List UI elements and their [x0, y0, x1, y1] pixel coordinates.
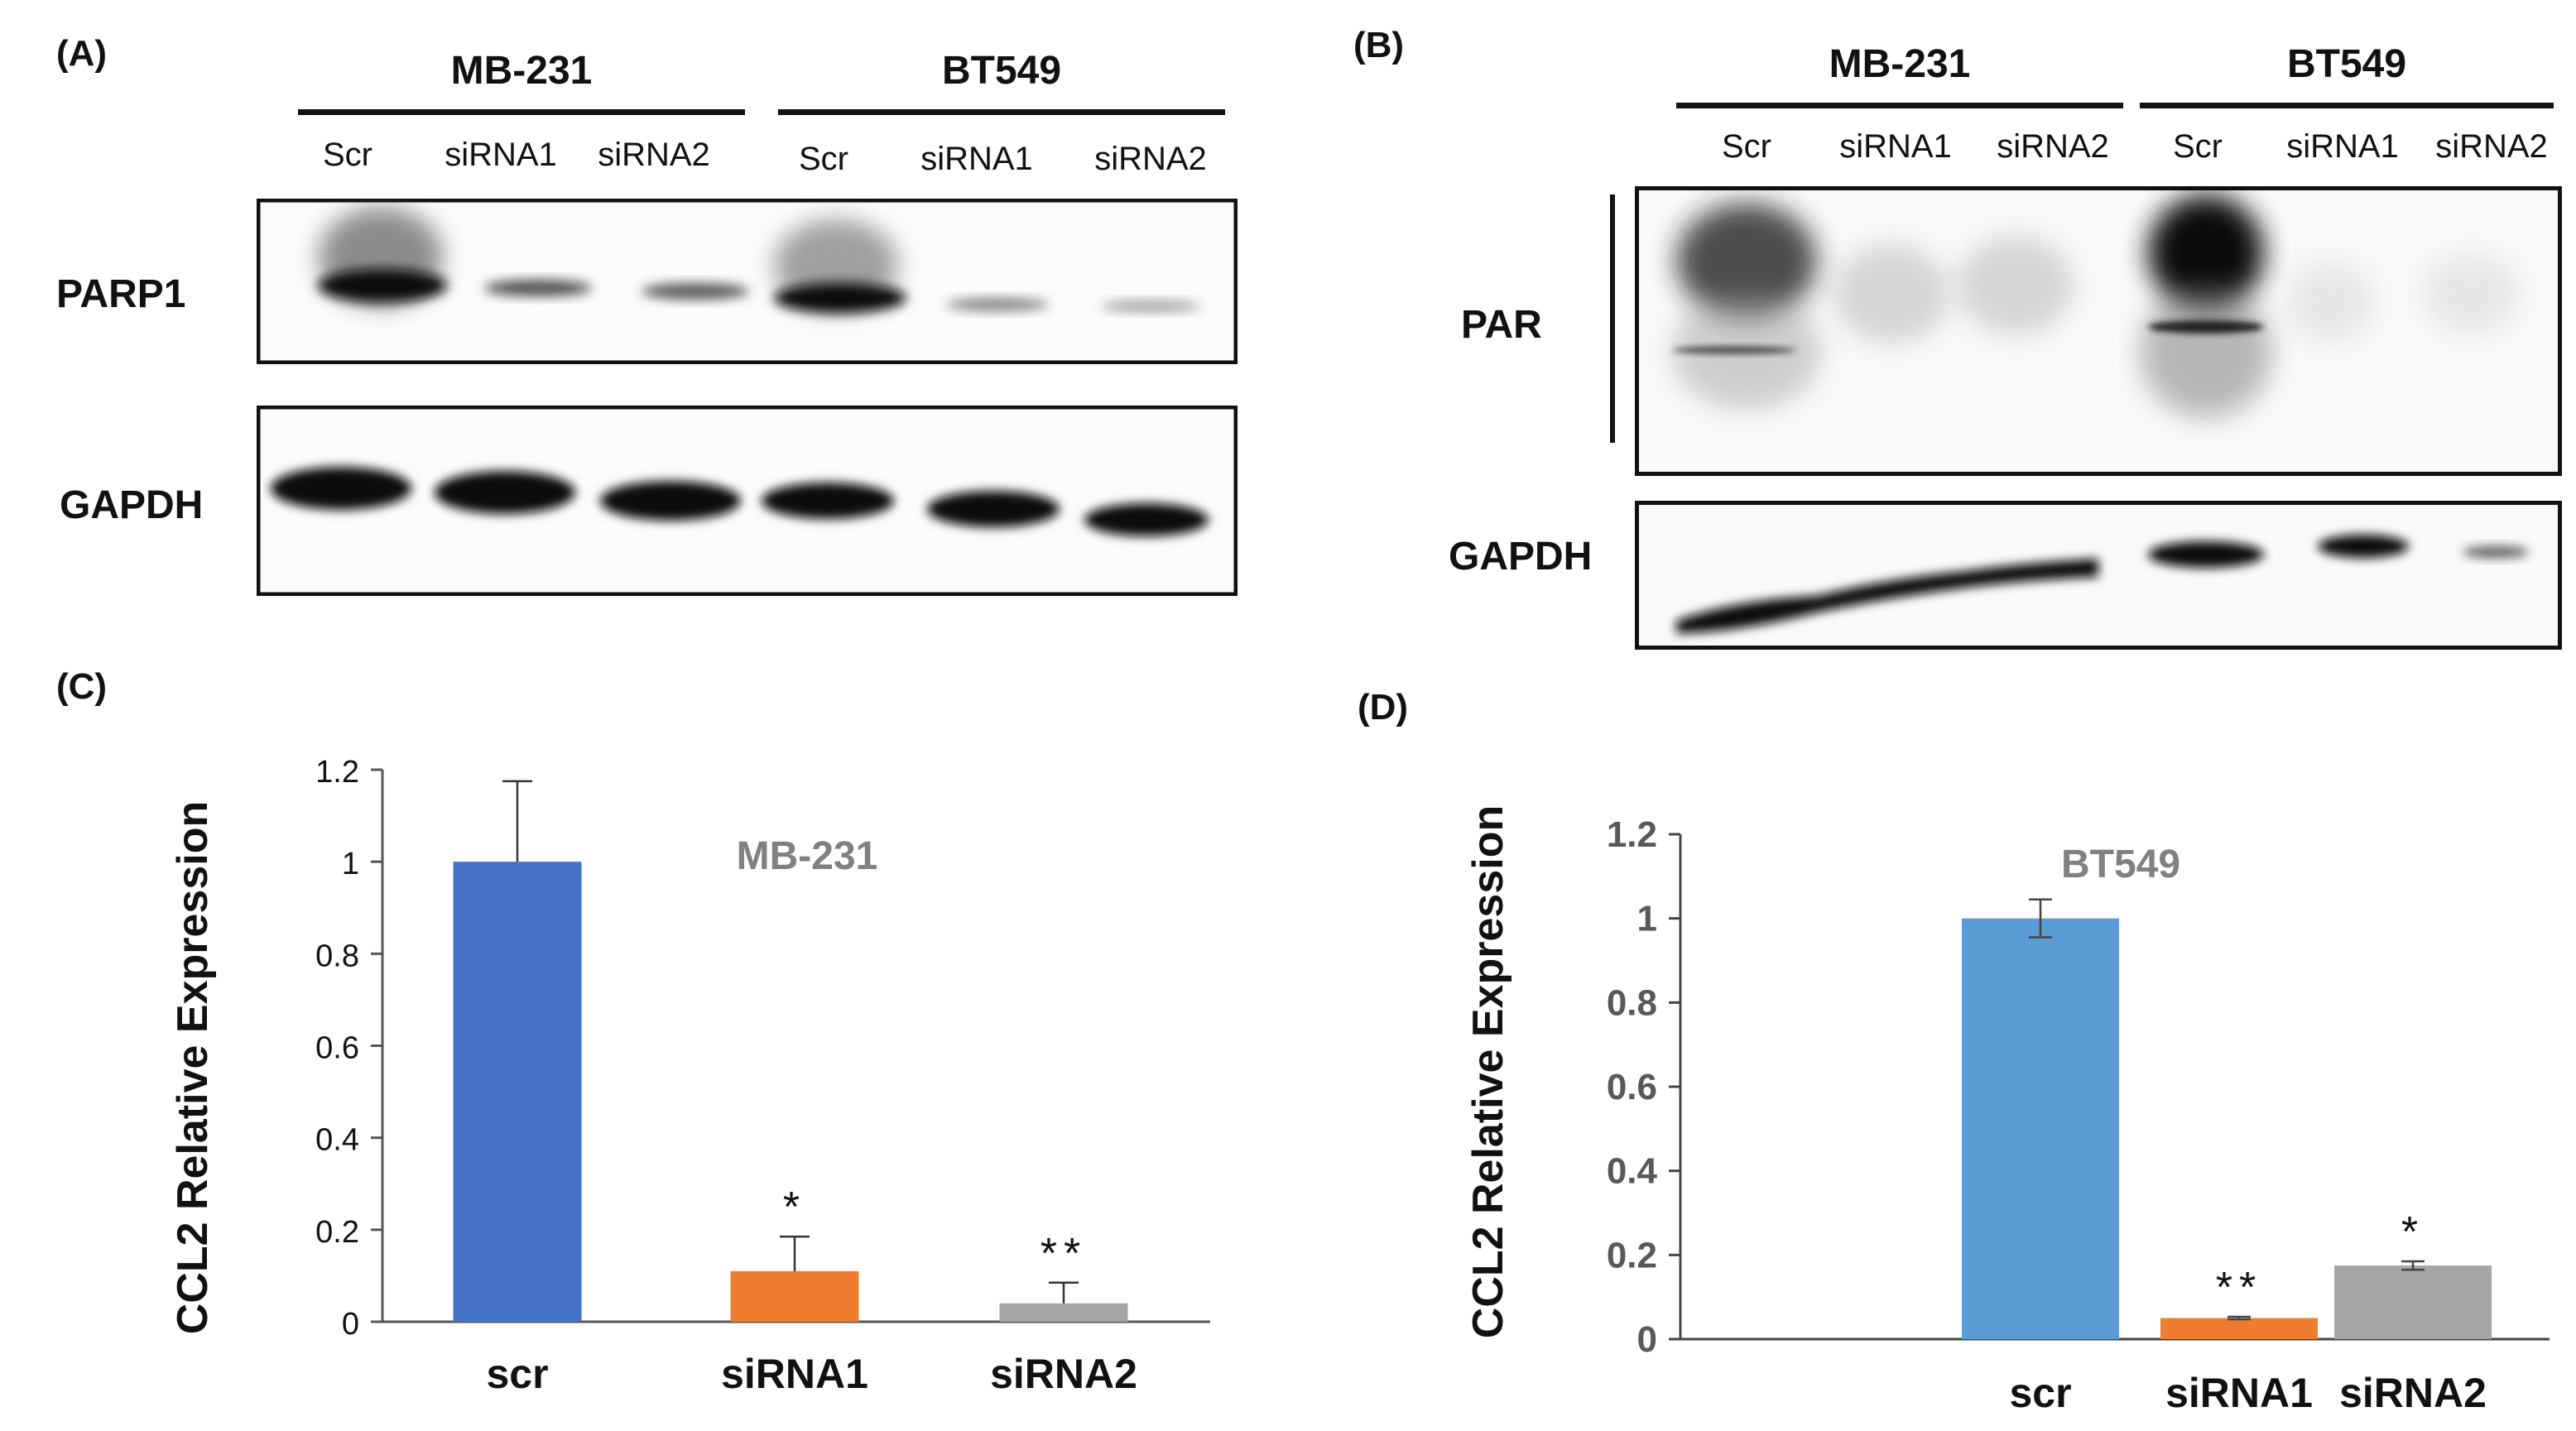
chart-c-category-siRNA1: siRNA1 [721, 1351, 868, 1397]
panel-b-gapdh-blot [1635, 501, 2562, 650]
chart-c-significance: ** [1040, 1230, 1087, 1278]
panel-a-lane-2: siRNA1 [445, 137, 557, 173]
panel-b-group-bt549: BT549 [2286, 42, 2407, 86]
chart-c-significance: * [783, 1184, 806, 1232]
chart-c: CCL2 Relative Expression 0 0.2 0.4 0.6 0.8 1 1… [169, 755, 1210, 1397]
panel-a-band-gapdh: GAPDH [60, 483, 204, 527]
panel-b-lane-2: siRNA1 [1839, 128, 1952, 165]
panel-b-lane-6: siRNA2 [2435, 128, 2548, 165]
chart-d-ytick-label: 0 [1637, 1319, 1657, 1360]
chart-d-ytick-label: 1.2 [1607, 814, 1657, 855]
chart-d-ytick-label: 0.6 [1607, 1067, 1657, 1107]
chart-c-bar-siRNA1 [730, 1270, 859, 1322]
panel-a-lane-3: siRNA2 [598, 137, 710, 173]
chart-c-ytick-label: 0.8 [315, 939, 359, 973]
panel-a-label: (A) [56, 33, 108, 74]
panel-a-lane-6: siRNA2 [1094, 141, 1207, 177]
panel-a-lane-5: siRNA1 [920, 141, 1033, 177]
panel-b-group-mb231: MB-231 [1829, 42, 1971, 86]
chart-d-ytick-label: 1 [1637, 899, 1657, 939]
panel-b-par-blot [1635, 186, 2562, 476]
panel-a-band-parp1: PARP1 [56, 272, 186, 316]
panel-a-lane-4: Scr [799, 141, 848, 177]
chart-c-category-scr: scr [486, 1351, 548, 1397]
chart-d-significance: * [2401, 1208, 2425, 1256]
panel-a-lane-1: Scr [323, 137, 372, 173]
chart-c-ytick-label: 1.2 [315, 755, 359, 790]
chart-d-bar-siRNA1 [2160, 1318, 2318, 1339]
chart-c-ytick-label: 1 [342, 847, 359, 881]
chart-d-title: BT549 [2061, 843, 2180, 886]
panel-b-par-bracket [1610, 194, 1615, 443]
chart-d-category-siRNA2: siRNA2 [2339, 1370, 2487, 1416]
panel-b-lane-1: Scr [1722, 128, 1771, 165]
chart-d-category-siRNA1: siRNA1 [2165, 1370, 2313, 1416]
panel-b-band-par: PAR [1461, 303, 1542, 347]
chart-d-bar-scr [1962, 918, 2119, 1339]
chart-c-ytick-label: 0.4 [315, 1123, 359, 1158]
chart-c-ytick-label: 0 [342, 1307, 359, 1342]
chart-c-ytick-label: 0.6 [315, 1031, 359, 1066]
chart-d-category-scr: scr [2009, 1370, 2071, 1416]
chart-c-title: MB-231 [737, 834, 878, 878]
chart-c-ylabel: CCL2 Relative Expression [169, 801, 217, 1334]
chart-d-ylabel: CCL2 Relative Expression [1464, 805, 1512, 1338]
chart-d-ytick-label: 0.4 [1607, 1151, 1658, 1192]
panel-a-gapdh-blot [257, 406, 1238, 596]
panel-a-group-mb231: MB-231 [450, 49, 593, 93]
panel-b-group-bt549-rule [2140, 103, 2554, 108]
panel-a-group-bt549: BT549 [941, 49, 1062, 93]
panel-b-group-mb231-rule [1676, 103, 2123, 108]
chart-d-ytick-label: 0.8 [1607, 982, 1657, 1023]
chart-c-bar-siRNA2 [999, 1303, 1128, 1322]
panel-b-label: (B) [1353, 25, 1405, 65]
panel-a-group-mb231-rule [298, 109, 745, 115]
panel-a-parp1-blot [257, 199, 1238, 364]
chart-c-bar-scr [453, 862, 582, 1322]
chart-d-bar-siRNA2 [2334, 1265, 2492, 1339]
panel-a-group-bt549-rule [778, 109, 1225, 115]
chart-c-ytick-label: 0.2 [315, 1215, 359, 1250]
chart-d-significance: ** [2216, 1264, 2262, 1312]
chart-d-ytick-label: 0.2 [1607, 1235, 1657, 1275]
panel-b-band-gapdh: GAPDH [1449, 535, 1593, 579]
panel-d-label: (D) [1358, 687, 1409, 728]
panel-b-lane-5: siRNA1 [2286, 128, 2399, 165]
panel-c-label: (C) [56, 666, 108, 707]
chart-c-category-siRNA2: siRNA2 [990, 1351, 1137, 1397]
panel-b-lane-3: siRNA2 [1997, 128, 2109, 165]
chart-d: CCL2 Relative Expression 0 0.2 0.4 0.6 0.8 1 1… [1464, 805, 2550, 1416]
panel-b-lane-4: Scr [2173, 128, 2223, 165]
